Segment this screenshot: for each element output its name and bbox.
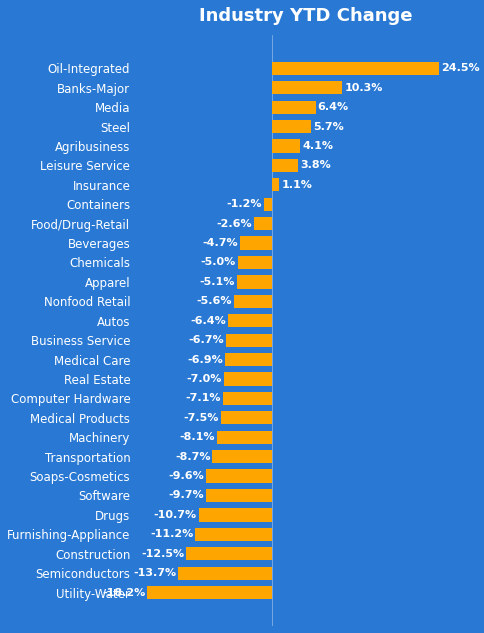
Text: -7.0%: -7.0% <box>187 374 222 384</box>
Bar <box>148 586 272 599</box>
Text: 10.3%: 10.3% <box>345 83 383 92</box>
Text: -18.2%: -18.2% <box>102 587 145 598</box>
Text: 3.8%: 3.8% <box>300 160 331 170</box>
Text: -2.6%: -2.6% <box>216 218 252 229</box>
Bar <box>237 275 272 289</box>
Text: -9.6%: -9.6% <box>168 471 204 481</box>
Text: -1.2%: -1.2% <box>226 199 262 210</box>
Text: -5.1%: -5.1% <box>199 277 235 287</box>
Bar <box>228 314 272 327</box>
Bar <box>272 81 342 94</box>
Bar <box>206 489 272 502</box>
Text: -6.7%: -6.7% <box>188 335 224 345</box>
Text: -12.5%: -12.5% <box>141 549 184 559</box>
Bar <box>206 470 272 483</box>
Text: 6.4%: 6.4% <box>318 102 349 112</box>
Bar <box>272 139 300 153</box>
Bar <box>196 528 272 541</box>
Text: 24.5%: 24.5% <box>441 63 480 73</box>
Bar <box>272 120 311 133</box>
Bar <box>224 392 272 405</box>
Text: -7.1%: -7.1% <box>186 393 221 403</box>
Bar <box>212 450 272 463</box>
Bar <box>272 61 439 75</box>
Text: -8.7%: -8.7% <box>175 452 211 461</box>
Bar <box>225 353 272 366</box>
Bar <box>178 567 272 580</box>
Text: 4.1%: 4.1% <box>302 141 333 151</box>
Text: -9.7%: -9.7% <box>168 491 204 501</box>
Bar <box>221 411 272 424</box>
Bar <box>272 101 316 114</box>
Text: -11.2%: -11.2% <box>150 529 193 539</box>
Text: -7.5%: -7.5% <box>183 413 219 423</box>
Text: -8.1%: -8.1% <box>179 432 214 442</box>
Text: -6.4%: -6.4% <box>190 316 226 326</box>
Bar <box>199 508 272 522</box>
Bar <box>224 372 272 385</box>
Text: -6.9%: -6.9% <box>187 354 223 365</box>
Bar <box>254 217 272 230</box>
Bar <box>216 430 272 444</box>
Bar <box>234 295 272 308</box>
Bar <box>264 197 272 211</box>
Bar <box>240 237 272 249</box>
Text: -13.7%: -13.7% <box>133 568 176 578</box>
Title: Industry YTD Change: Industry YTD Change <box>199 7 413 25</box>
Bar <box>272 179 279 191</box>
Text: 5.7%: 5.7% <box>313 122 344 132</box>
Text: 1.1%: 1.1% <box>282 180 312 190</box>
Text: -10.7%: -10.7% <box>153 510 197 520</box>
Bar <box>238 256 272 269</box>
Bar <box>186 547 272 560</box>
Bar <box>226 334 272 347</box>
Text: -4.7%: -4.7% <box>202 238 238 248</box>
Text: -5.0%: -5.0% <box>200 258 236 268</box>
Bar <box>272 159 298 172</box>
Text: -5.6%: -5.6% <box>196 296 231 306</box>
